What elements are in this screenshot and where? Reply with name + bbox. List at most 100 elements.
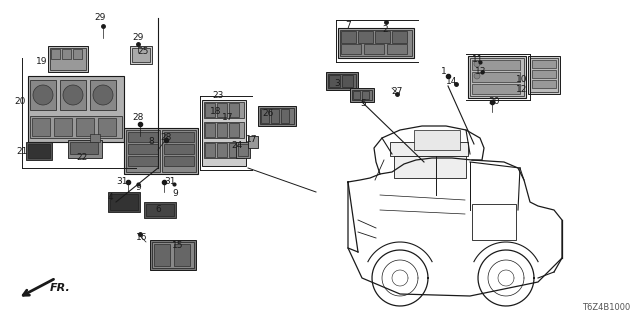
Bar — [530, 58, 558, 92]
Bar — [204, 142, 244, 158]
Bar — [414, 130, 460, 150]
Bar — [202, 100, 246, 166]
Text: 15: 15 — [172, 242, 184, 251]
Text: 29: 29 — [132, 34, 144, 43]
Text: 1: 1 — [441, 68, 447, 76]
Bar — [229, 143, 239, 157]
Bar — [472, 84, 520, 94]
Bar — [90, 80, 116, 110]
Bar — [261, 109, 269, 123]
Text: 30: 30 — [488, 98, 500, 107]
Text: 7: 7 — [345, 21, 351, 30]
Text: FR.: FR. — [50, 283, 71, 293]
Text: 13: 13 — [476, 68, 487, 76]
Bar — [528, 56, 560, 94]
Text: 20: 20 — [14, 98, 26, 107]
Bar — [28, 144, 50, 158]
Bar — [108, 192, 140, 212]
Bar — [204, 122, 244, 138]
Text: 23: 23 — [212, 92, 224, 100]
Text: 12: 12 — [516, 85, 528, 94]
Circle shape — [474, 61, 480, 67]
Bar — [50, 48, 86, 70]
Bar — [229, 103, 239, 117]
Bar — [205, 143, 215, 157]
Bar — [152, 242, 194, 268]
Bar — [390, 142, 468, 156]
Text: 14: 14 — [446, 77, 458, 86]
Bar — [362, 91, 369, 99]
Bar — [353, 91, 360, 99]
Bar — [128, 132, 158, 142]
Bar — [260, 108, 294, 124]
Bar — [30, 116, 122, 138]
Circle shape — [93, 85, 113, 105]
Text: 17: 17 — [246, 135, 258, 145]
Bar — [98, 118, 116, 136]
Text: 29: 29 — [94, 13, 106, 22]
Bar — [205, 103, 215, 117]
Bar — [217, 143, 227, 157]
Bar — [162, 130, 196, 172]
Bar — [364, 44, 384, 54]
Bar — [126, 130, 160, 172]
Text: 24: 24 — [232, 141, 243, 150]
Bar — [54, 118, 72, 136]
Circle shape — [63, 85, 83, 105]
Bar — [468, 56, 526, 98]
Bar — [352, 90, 372, 100]
Bar — [472, 72, 520, 82]
Text: 9: 9 — [172, 188, 178, 197]
Bar — [236, 142, 250, 158]
Text: 17: 17 — [222, 114, 234, 123]
Bar — [128, 156, 158, 166]
Bar — [238, 144, 248, 156]
Bar — [375, 31, 390, 43]
Bar — [48, 46, 88, 72]
Text: 26: 26 — [262, 109, 274, 118]
Bar — [76, 118, 94, 136]
Bar — [472, 204, 516, 240]
Bar — [258, 106, 296, 126]
Text: 3: 3 — [334, 79, 340, 89]
Bar — [472, 60, 520, 70]
Bar — [146, 204, 174, 216]
Bar — [532, 60, 556, 68]
Text: 8: 8 — [148, 138, 154, 147]
Bar — [164, 156, 194, 166]
Bar — [204, 102, 244, 118]
Bar — [70, 142, 98, 154]
Text: 31: 31 — [116, 177, 128, 186]
Text: 18: 18 — [211, 108, 221, 116]
Bar — [341, 44, 361, 54]
Bar — [394, 156, 466, 178]
Bar — [174, 244, 190, 266]
Text: 5: 5 — [360, 99, 366, 108]
Bar — [350, 88, 374, 102]
Text: 28: 28 — [132, 114, 144, 123]
Bar — [329, 75, 340, 87]
Bar — [281, 109, 289, 123]
Bar — [32, 118, 50, 136]
Text: 6: 6 — [155, 205, 161, 214]
Bar — [110, 194, 138, 210]
Bar — [271, 109, 279, 123]
Bar — [164, 132, 194, 142]
Text: 27: 27 — [391, 87, 403, 97]
Text: 22: 22 — [76, 154, 88, 163]
Bar — [328, 74, 356, 88]
Text: 4: 4 — [107, 194, 113, 203]
Bar — [217, 103, 227, 117]
Bar — [128, 144, 158, 154]
Bar — [387, 44, 407, 54]
Bar — [26, 142, 52, 160]
Bar — [30, 80, 56, 110]
Circle shape — [33, 85, 53, 105]
Bar — [62, 49, 71, 59]
Bar — [248, 136, 258, 148]
Bar — [340, 30, 412, 56]
Text: 28: 28 — [160, 133, 172, 142]
Bar — [532, 70, 556, 78]
Bar — [148, 140, 160, 154]
Bar — [132, 48, 150, 62]
